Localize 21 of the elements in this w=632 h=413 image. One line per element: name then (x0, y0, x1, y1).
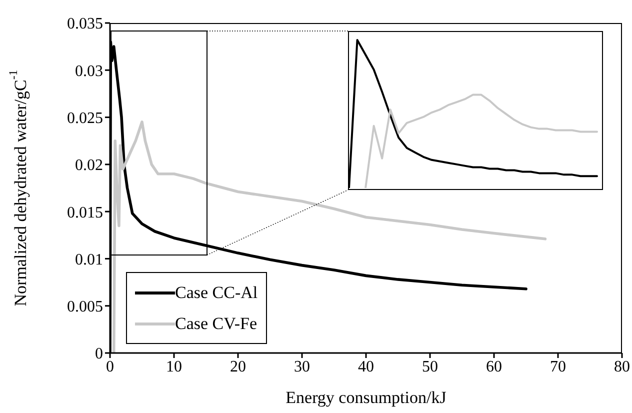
x-tick-label: 70 (550, 358, 566, 376)
legend-label: Case CC-Al (175, 282, 258, 302)
x-tick-label: 80 (614, 358, 630, 376)
x-tick-label: 40 (358, 358, 374, 376)
x-tick-label: 60 (486, 358, 502, 376)
y-tick-label: 0 (95, 346, 103, 363)
x-tick-label: 0 (106, 358, 114, 376)
x-axis-title: Energy consumption/kJ (286, 388, 447, 407)
y-tick-label: 0.025 (67, 110, 103, 127)
line-series (112, 120, 547, 353)
x-tick-label: 10 (166, 358, 182, 376)
y-tick-label: 0.03 (75, 62, 103, 80)
y-tick-label: 0.035 (67, 16, 103, 33)
x-tick-label: 20 (230, 358, 246, 376)
y-tick-label: 0.015 (67, 204, 103, 222)
y-tick-label: 0.005 (67, 298, 103, 316)
legend-label: Case CV-Fe (175, 314, 258, 334)
x-tick-label: 30 (294, 358, 310, 376)
y-tick-label: 0.01 (75, 251, 103, 268)
x-tick-label: 50 (422, 358, 438, 376)
y-tick-label: 0.02 (75, 157, 103, 174)
